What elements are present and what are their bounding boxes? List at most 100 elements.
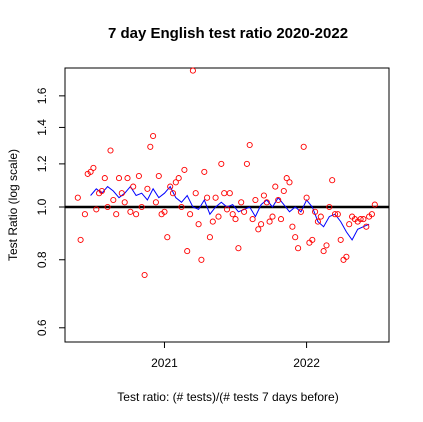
data-point <box>172 179 179 186</box>
data-point <box>115 175 123 182</box>
y-axis-label: Test Ratio (log scale) <box>6 149 20 261</box>
data-point <box>74 194 81 201</box>
plot-frame <box>64 67 390 343</box>
data-point <box>175 175 182 182</box>
data-point <box>309 236 316 243</box>
data-point <box>238 199 245 206</box>
data-point <box>93 206 100 213</box>
data-point <box>152 199 159 206</box>
data-point <box>169 190 177 197</box>
data-point <box>198 256 205 263</box>
data-point <box>252 196 259 204</box>
data-point <box>90 164 97 171</box>
y-tick-label-0: 0.6 <box>35 319 49 336</box>
data-point <box>360 216 367 223</box>
data-point <box>226 190 233 197</box>
data-point <box>331 211 339 218</box>
y-tick-label-2: 1.0 <box>35 198 49 215</box>
data-point <box>81 211 88 218</box>
data-point <box>135 172 142 180</box>
data-point <box>184 248 191 255</box>
x-tick-label-1: 2022 <box>293 356 320 370</box>
data-point <box>312 208 319 215</box>
data-point <box>164 234 171 241</box>
data-point <box>255 226 262 233</box>
data-point <box>272 183 279 190</box>
data-point <box>110 196 117 204</box>
data-point <box>209 218 216 225</box>
data-point <box>243 160 250 167</box>
data-point <box>314 218 321 225</box>
data-point <box>215 213 222 220</box>
data-point <box>297 208 304 215</box>
data-point <box>161 208 168 215</box>
data-point <box>337 236 344 243</box>
data-point <box>187 211 194 218</box>
y-axis: 0.6 0.8 1.0 1.2 1.4 1.6 <box>35 87 65 336</box>
data-point <box>223 206 231 213</box>
data-point <box>133 211 140 218</box>
data-point <box>144 185 151 192</box>
data-point <box>121 199 128 206</box>
data-point <box>357 216 364 223</box>
data-point <box>283 175 290 182</box>
x-axis: 2021 2022 <box>151 342 320 370</box>
x-tick-label-0: 2021 <box>151 356 178 370</box>
data-point <box>363 223 370 230</box>
data-point <box>167 183 174 190</box>
x-axis-label: Test ratio: (# tests)/(# tests 7 days be… <box>117 390 338 404</box>
data-point <box>371 201 378 208</box>
data-point <box>275 196 282 204</box>
data-point <box>249 216 256 223</box>
data-point <box>295 245 302 252</box>
data-point <box>269 213 276 220</box>
y-tick-label-1: 0.8 <box>35 251 49 268</box>
data-point <box>334 211 341 218</box>
data-point <box>150 132 157 140</box>
data-point <box>206 234 213 241</box>
y-tick-label-4: 1.4 <box>35 119 49 136</box>
y-tick-label-3: 1.2 <box>35 155 49 172</box>
data-point <box>127 208 134 215</box>
data-point <box>277 216 285 223</box>
data-point <box>258 221 265 228</box>
data-point <box>107 147 114 154</box>
data-point <box>189 67 196 74</box>
data-point <box>260 192 267 199</box>
data-point <box>201 168 208 175</box>
data-point <box>212 194 219 201</box>
data-point <box>221 190 228 197</box>
data-point <box>141 271 148 279</box>
data-point <box>192 190 199 197</box>
data-point <box>320 248 327 255</box>
data-point <box>229 211 236 218</box>
data-point <box>340 256 347 263</box>
data-point <box>204 194 211 201</box>
data-point <box>329 177 336 184</box>
data-point <box>300 143 307 150</box>
data-point <box>343 253 350 260</box>
data-point <box>263 199 270 206</box>
data-point <box>218 160 225 167</box>
data-point <box>303 194 310 201</box>
data-point <box>195 221 202 228</box>
data-point <box>113 211 120 218</box>
data-point <box>138 203 145 211</box>
data-point <box>124 175 131 182</box>
data-point <box>178 203 185 211</box>
data-point <box>87 168 94 175</box>
data-point <box>326 203 333 211</box>
data-point <box>130 183 137 190</box>
data-point <box>77 236 84 243</box>
data-point <box>155 172 162 180</box>
data-point <box>181 166 188 173</box>
scatter-points <box>74 67 378 279</box>
data-point <box>292 234 299 241</box>
data-point <box>147 143 154 150</box>
data-point <box>346 221 353 228</box>
data-point <box>104 203 111 211</box>
data-point <box>317 213 324 220</box>
data-point <box>286 179 293 186</box>
data-point <box>241 208 248 215</box>
